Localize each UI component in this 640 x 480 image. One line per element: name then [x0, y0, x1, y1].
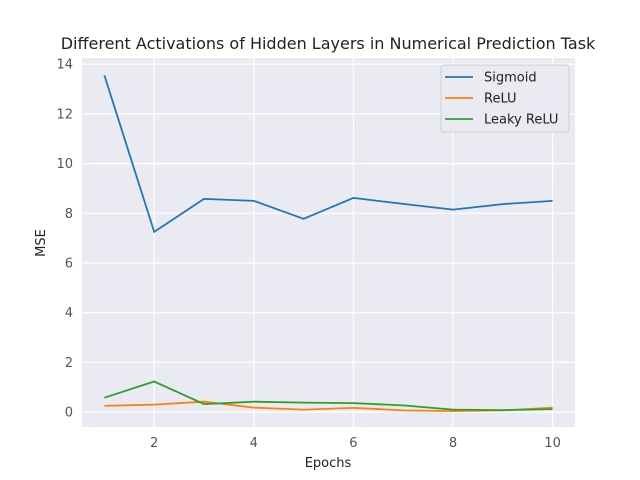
y-tick-label: 0 [65, 406, 73, 421]
x-tick-label: 6 [349, 436, 357, 451]
y-tick-label: 2 [65, 356, 73, 371]
y-axis-ticks: 0 2 4 6 8 10 12 14 [56, 58, 73, 421]
y-tick-label: 8 [65, 207, 73, 222]
series-line-sigmoid [103, 75, 553, 233]
x-tick-label: 10 [544, 436, 561, 451]
series-line-leaky-relu [104, 380, 553, 412]
y-tick-label: 12 [56, 107, 73, 122]
legend: Sigmoid ReLU Leaky ReLU [440, 64, 570, 133]
y-axis-label: MSE [34, 229, 49, 257]
x-axis-ticks: 2 4 6 8 10 [150, 436, 561, 451]
x-tick-label: 8 [449, 436, 457, 451]
legend-label-leaky-relu: Leaky ReLU [484, 113, 558, 128]
y-tick-label: 14 [56, 58, 73, 73]
legend-label-sigmoid: Sigmoid [484, 71, 537, 86]
chart-title: Different Activations of Hidden Layers i… [61, 34, 596, 53]
y-tick-label: 4 [65, 306, 73, 321]
series-layer [103, 75, 553, 413]
x-tick-label: 2 [150, 436, 158, 451]
x-tick-label: 4 [250, 436, 258, 451]
legend-box [440, 64, 570, 133]
x-axis-label: Epochs [305, 456, 352, 471]
legend-label-relu: ReLU [484, 92, 517, 107]
y-tick-label: 10 [56, 157, 73, 172]
y-tick-label: 6 [65, 257, 73, 272]
